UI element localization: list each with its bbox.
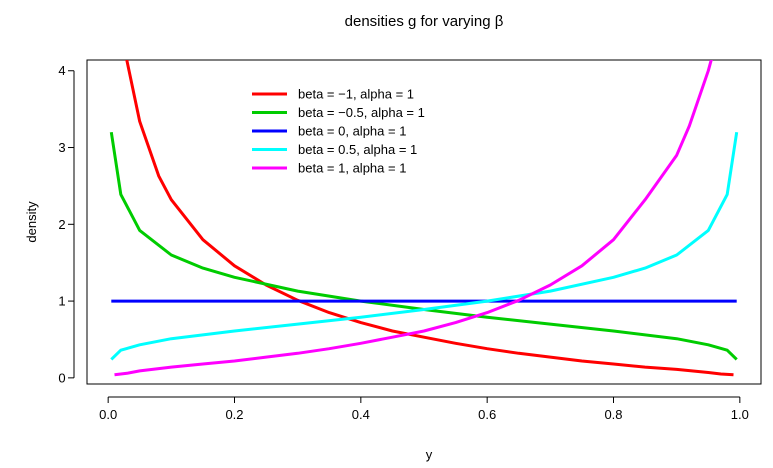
plot-frame <box>86 59 762 385</box>
legend-label-1: beta = −0.5, alpha = 1 <box>298 105 425 120</box>
chart-title: densities g for varying β <box>345 13 504 30</box>
y-tick-label: 4 <box>58 63 65 78</box>
y-tick-label: 1 <box>58 294 65 309</box>
legend-label-3: beta = 0.5, alpha = 1 <box>298 142 417 157</box>
legend: beta = −1, alpha = 1 beta = −0.5, alpha =… <box>252 87 425 176</box>
y-tick-label: 3 <box>58 140 65 155</box>
legend-label-2: beta = 0, alpha = 1 <box>298 124 406 139</box>
series-line-3 <box>110 131 739 361</box>
y-tick-label: 0 <box>58 370 65 385</box>
legend-label-4: beta = 1, alpha = 1 <box>298 161 406 176</box>
x-tick-label: 0.4 <box>352 407 370 422</box>
series-line-0 <box>125 60 734 377</box>
series-line-4 <box>114 60 713 377</box>
x-tick-label: 1.0 <box>731 407 749 422</box>
y-axis-title: density <box>24 201 39 243</box>
x-tick-label: 0.8 <box>604 407 622 422</box>
series-line-1 <box>109 131 738 361</box>
series-group <box>109 60 739 377</box>
x-axis: 0.0 0.2 0.4 0.6 0.8 1.0 <box>99 396 749 422</box>
x-axis-title: y <box>426 447 433 462</box>
legend-label-0: beta = −1, alpha = 1 <box>298 87 414 102</box>
x-tick-label: 0.2 <box>225 407 243 422</box>
x-tick-label: 0.6 <box>478 407 496 422</box>
y-tick-label: 2 <box>58 217 65 232</box>
y-axis: 0 1 2 3 4 <box>58 63 75 385</box>
x-tick-label: 0.0 <box>99 407 117 422</box>
